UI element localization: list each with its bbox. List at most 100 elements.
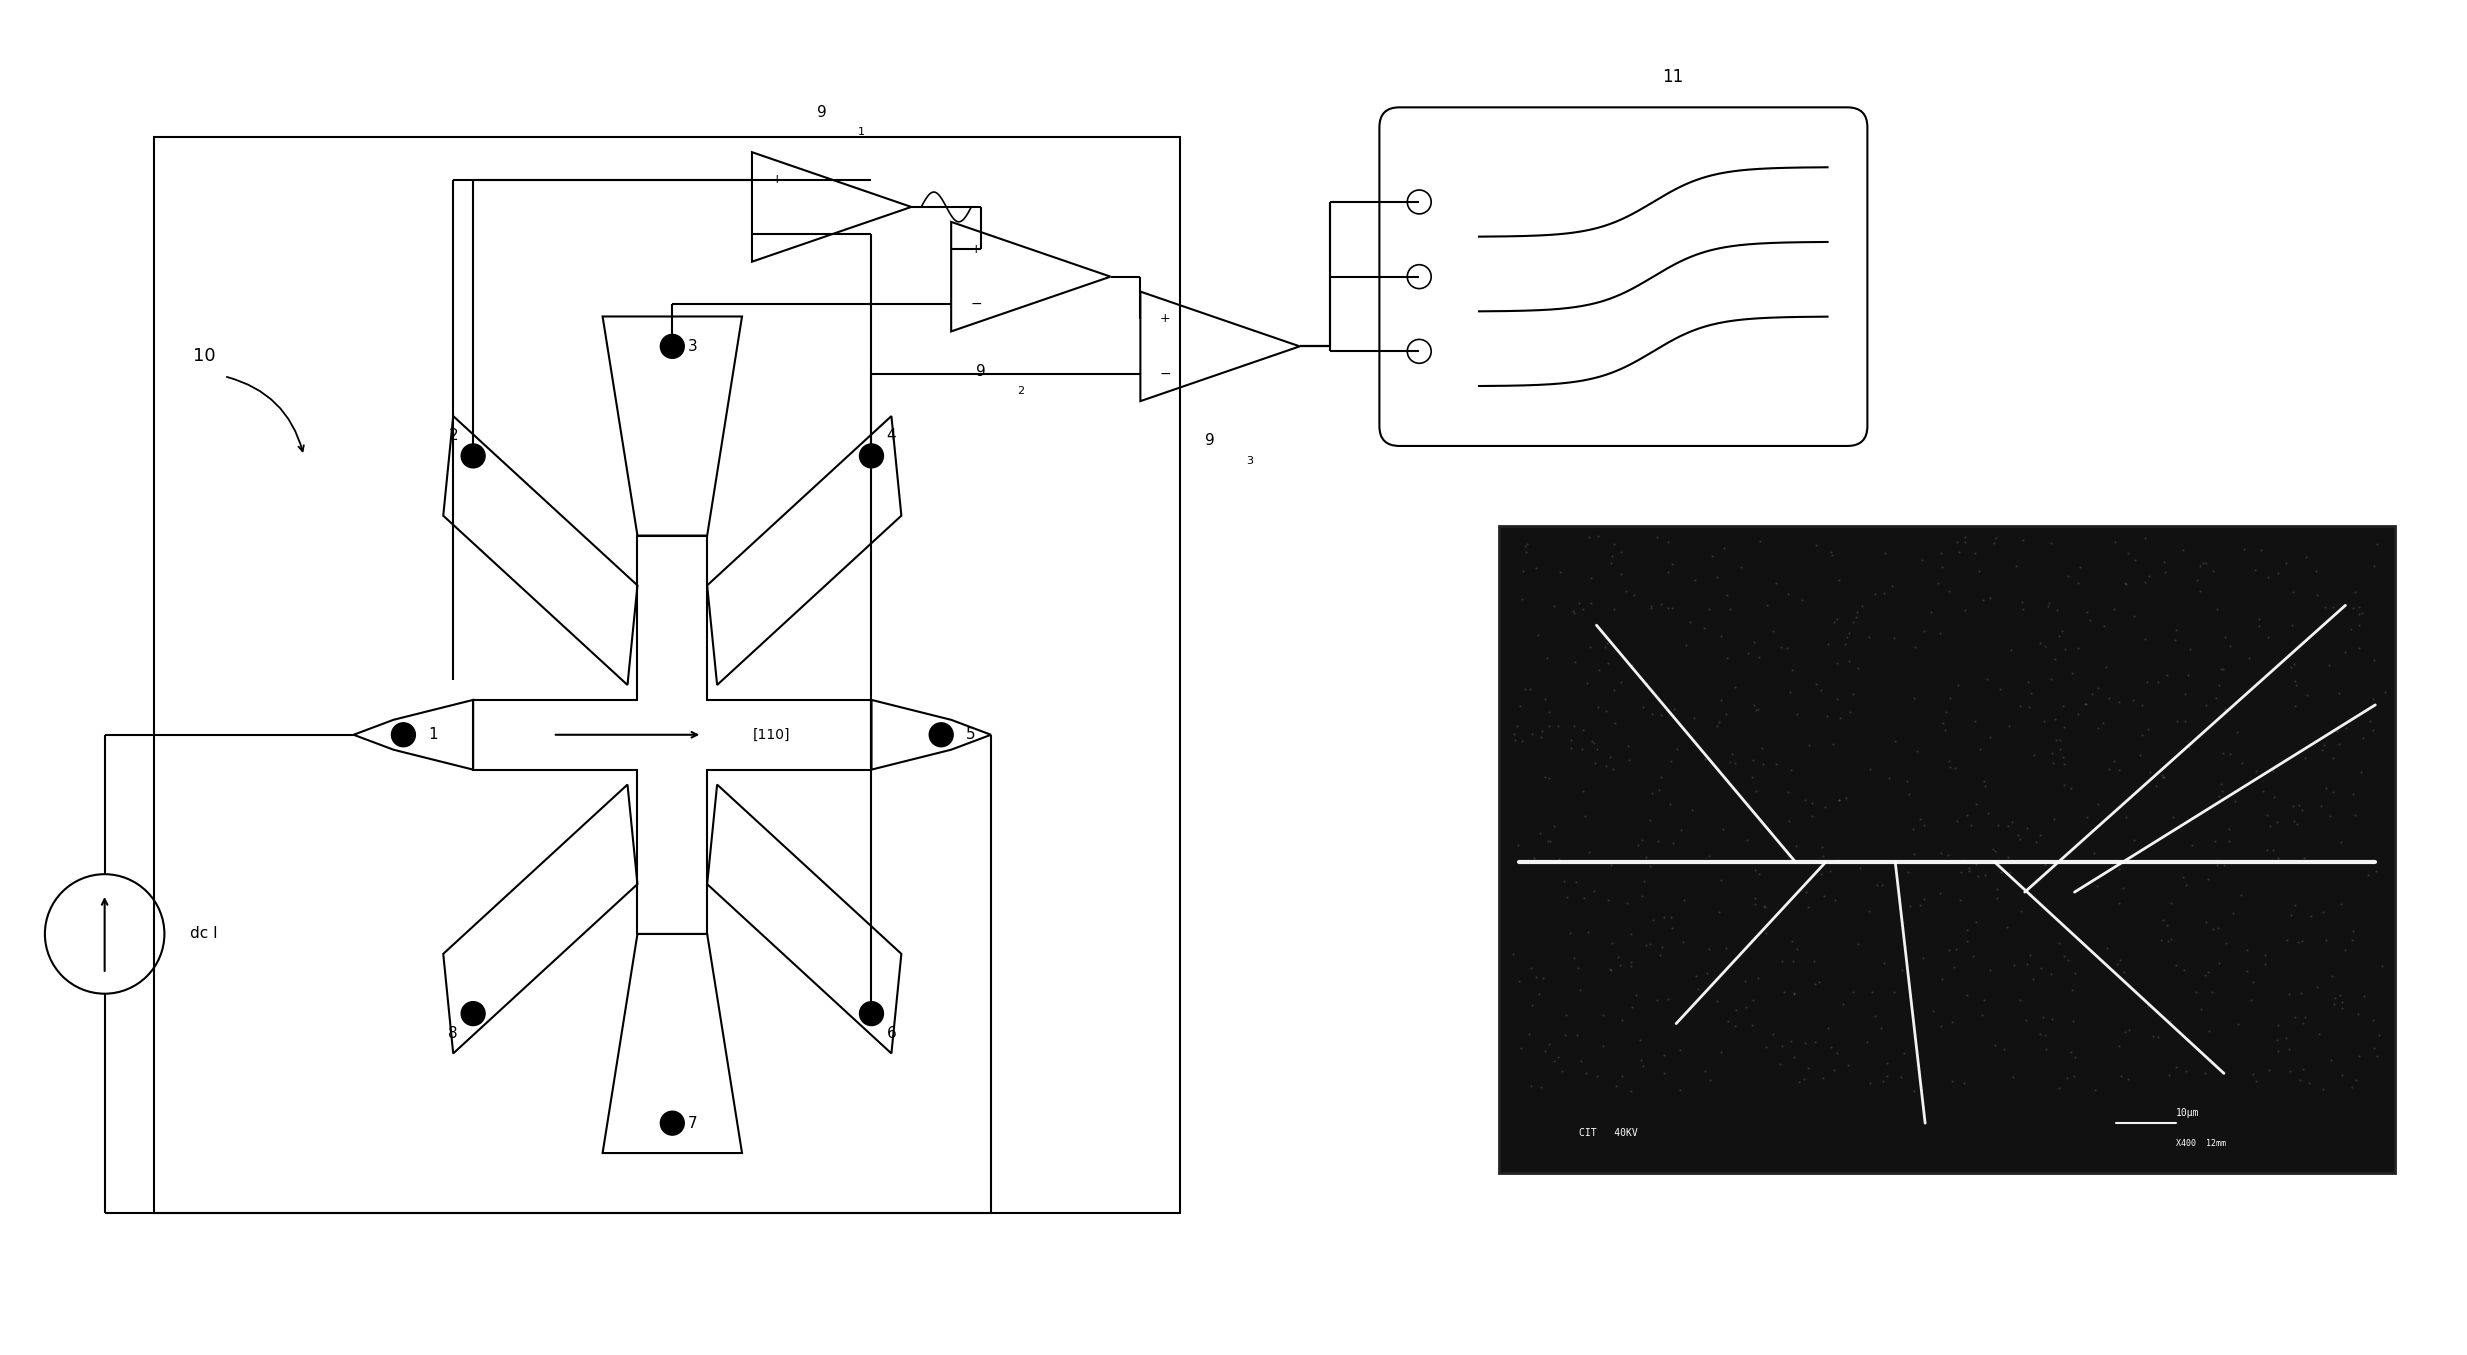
Point	[2077, 793, 2117, 814]
Point	[1939, 541, 1979, 562]
Point	[2090, 759, 2129, 780]
Point	[1831, 650, 1870, 672]
Point	[1710, 599, 1749, 621]
Point	[1525, 1041, 1564, 1062]
Point	[1697, 989, 1737, 1011]
Text: CIT   40KV: CIT 40KV	[1579, 1129, 1638, 1138]
Point	[1692, 546, 1732, 568]
Point	[2136, 775, 2176, 797]
Point	[1912, 602, 1951, 623]
Point	[2198, 854, 2238, 875]
Point	[1882, 959, 1922, 981]
Point	[1959, 738, 1998, 760]
Point	[1742, 737, 1781, 759]
Point	[2134, 1026, 2173, 1047]
Text: −: −	[772, 228, 782, 241]
Point	[2213, 902, 2252, 924]
Point	[1734, 859, 1774, 881]
Point	[2205, 626, 2245, 648]
Point	[1922, 967, 1961, 989]
Point	[1520, 623, 1559, 645]
Point	[2097, 953, 2136, 974]
Point	[1702, 818, 1742, 840]
Point	[2164, 866, 2203, 888]
Point	[2287, 684, 2326, 706]
Point	[1645, 1045, 1685, 1066]
Point	[1569, 921, 1608, 943]
Point	[1983, 1038, 2023, 1060]
Point	[2344, 728, 2383, 749]
Point	[2240, 608, 2280, 630]
Point	[2144, 766, 2183, 787]
Point	[2020, 633, 2060, 654]
Point	[1823, 993, 1863, 1015]
Point	[1702, 626, 1742, 648]
Point	[1818, 688, 1858, 710]
Point	[1505, 535, 1544, 557]
Point	[1860, 1018, 1900, 1039]
Point	[2028, 592, 2067, 614]
Point	[1895, 687, 1934, 709]
Point	[2001, 828, 2040, 850]
Point	[1495, 724, 1534, 745]
Point	[2122, 725, 2161, 747]
Point	[2317, 986, 2356, 1008]
Point	[2139, 671, 2178, 692]
Point	[1705, 703, 1744, 725]
Point	[1549, 923, 1589, 944]
Point	[1939, 673, 1979, 695]
Point	[1739, 530, 1779, 551]
Point	[1843, 595, 1882, 617]
Point	[1838, 602, 1877, 623]
Point	[1835, 606, 1875, 627]
Point	[2104, 877, 2144, 898]
Text: 6: 6	[886, 1026, 896, 1041]
Point	[1512, 958, 1552, 980]
Point	[1611, 955, 1650, 977]
Point	[1919, 622, 1959, 644]
Point	[1663, 931, 1702, 953]
Point	[1966, 668, 2006, 690]
Point	[2366, 682, 2405, 703]
Point	[2201, 772, 2240, 794]
Point	[2166, 710, 2205, 732]
Point	[1766, 637, 1806, 659]
Point	[1821, 790, 1860, 812]
Point	[1803, 852, 1843, 874]
Point	[2168, 736, 2208, 757]
Point	[2321, 831, 2361, 852]
Point	[2028, 595, 2067, 617]
Point	[1739, 863, 1779, 885]
Point	[2045, 775, 2085, 797]
Point	[1539, 848, 1579, 870]
Point	[2275, 810, 2314, 832]
Point	[1922, 843, 1961, 864]
Point	[1757, 752, 1796, 774]
Point	[1557, 871, 1596, 893]
Point	[1591, 958, 1631, 980]
Point	[2321, 984, 2361, 1005]
Point	[1567, 672, 1606, 694]
Point	[1589, 653, 1628, 675]
Point	[1653, 698, 1692, 720]
Point	[2275, 581, 2314, 603]
Point	[2243, 539, 2282, 561]
Point	[1919, 882, 1959, 904]
Point	[1690, 598, 1729, 619]
Point	[1974, 837, 2013, 859]
Point	[1571, 730, 1611, 752]
Point	[1991, 862, 2030, 883]
Point	[1707, 584, 1747, 606]
Point	[2326, 939, 2366, 961]
Point	[1530, 831, 1569, 852]
Point	[2070, 851, 2109, 873]
Point	[1769, 844, 1808, 866]
Point	[1737, 780, 1776, 802]
Point	[1944, 850, 1983, 871]
Point	[1517, 966, 1557, 988]
Point	[1591, 551, 1631, 573]
Point	[1929, 749, 1969, 771]
Point	[1774, 982, 1813, 1004]
Point	[1872, 576, 1912, 598]
Point	[2122, 694, 2161, 715]
